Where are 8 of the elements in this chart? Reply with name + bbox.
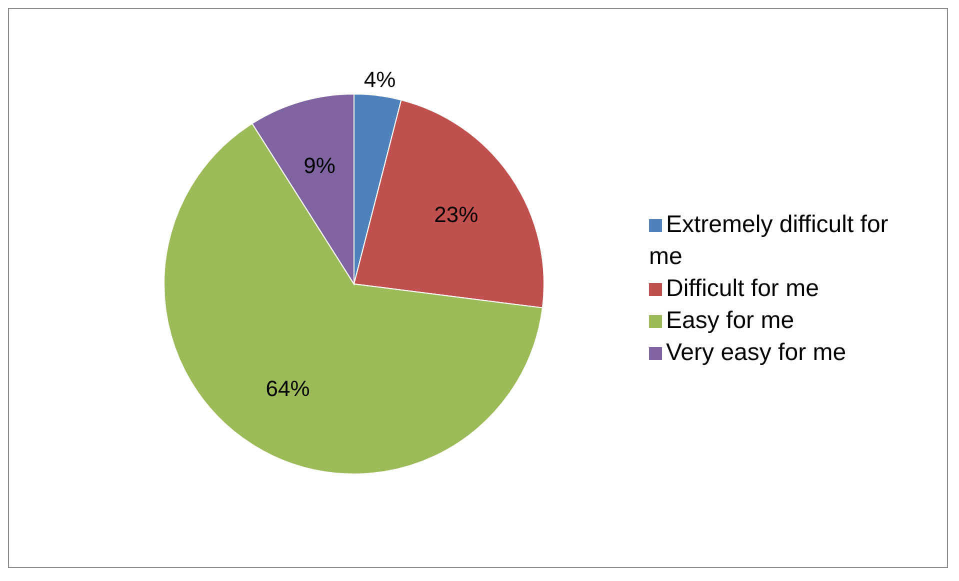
legend-label: Extremely difficult for me <box>649 211 888 270</box>
data-label: 9% <box>304 152 336 178</box>
legend-label: Very easy for me <box>666 339 846 366</box>
data-label: 64% <box>266 376 310 401</box>
data-label: 23% <box>434 202 478 228</box>
legend-label: Difficult for me <box>666 275 819 302</box>
data-label: 4% <box>364 67 396 92</box>
legend-label: Easy for me <box>666 307 794 334</box>
